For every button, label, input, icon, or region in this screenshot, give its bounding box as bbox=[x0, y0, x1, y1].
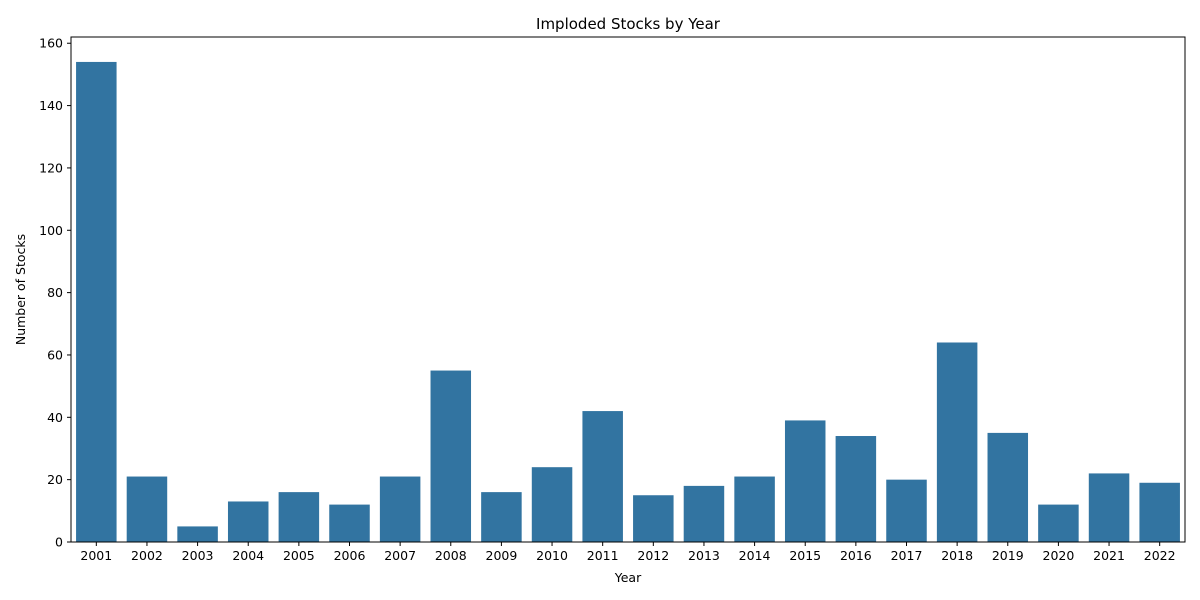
x-tick-label: 2008 bbox=[435, 548, 467, 563]
x-tick-label: 2001 bbox=[80, 548, 112, 563]
bar-2022 bbox=[1139, 482, 1180, 542]
x-tick-label: 2003 bbox=[182, 548, 214, 563]
bar-2015 bbox=[784, 420, 826, 542]
x-tick-label: 2019 bbox=[992, 548, 1024, 563]
x-tick-label: 2012 bbox=[637, 548, 669, 563]
bar-2003 bbox=[177, 526, 218, 542]
bars-group bbox=[76, 61, 1180, 543]
y-tick-label: 20 bbox=[47, 472, 63, 487]
x-tick-label: 2009 bbox=[486, 548, 518, 563]
x-tick-label: 2004 bbox=[232, 548, 264, 563]
x-tick-label: 2006 bbox=[334, 548, 366, 563]
bar-2021 bbox=[1088, 473, 1130, 542]
bar-2002 bbox=[126, 476, 168, 542]
x-tick-label: 2018 bbox=[941, 548, 973, 563]
x-tick-label: 2020 bbox=[1043, 548, 1075, 563]
bar-2004 bbox=[227, 501, 269, 542]
bar-2009 bbox=[481, 492, 522, 542]
y-tick-label: 40 bbox=[47, 410, 63, 425]
y-tick-label: 80 bbox=[47, 285, 63, 300]
bar-2013 bbox=[683, 485, 725, 542]
x-tick-label: 2021 bbox=[1093, 548, 1125, 563]
x-tick-label: 2014 bbox=[739, 548, 771, 563]
x-axis-ticks: 2001 2002 2003 2004 2005 2006 2007 2008 2009 2010… bbox=[80, 542, 1176, 563]
x-axis-title: Year bbox=[614, 570, 642, 585]
bar-2014 bbox=[734, 476, 775, 542]
x-tick-label: 2015 bbox=[789, 548, 821, 563]
plot-frame bbox=[70, 36, 1186, 543]
x-tick-label: 2005 bbox=[283, 548, 315, 563]
bar-2017 bbox=[886, 479, 927, 542]
x-tick-label: 2017 bbox=[891, 548, 923, 563]
bar-2018 bbox=[936, 342, 978, 542]
bar-2016 bbox=[835, 436, 877, 542]
chart-title: Imploded Stocks by Year bbox=[536, 15, 721, 33]
x-tick-label: 2013 bbox=[688, 548, 720, 563]
bar-2012 bbox=[633, 495, 674, 542]
x-tick-label: 2007 bbox=[384, 548, 416, 563]
y-tick-label: 100 bbox=[39, 223, 63, 238]
bar-2020 bbox=[1038, 504, 1079, 542]
y-tick-label: 140 bbox=[39, 98, 63, 113]
x-tick-label: 2010 bbox=[536, 548, 568, 563]
x-tick-label: 2011 bbox=[587, 548, 619, 563]
y-tick-label: 120 bbox=[39, 160, 63, 175]
bar-2010 bbox=[531, 467, 573, 542]
y-axis-title: Number of Stocks bbox=[13, 234, 28, 345]
bar-2006 bbox=[329, 504, 370, 542]
bar-2008 bbox=[430, 370, 472, 542]
x-tick-label: 2002 bbox=[131, 548, 163, 563]
x-tick-label: 2016 bbox=[840, 548, 872, 563]
y-tick-label: 60 bbox=[47, 347, 63, 362]
bar-2011 bbox=[582, 411, 623, 542]
bar-2007 bbox=[379, 476, 421, 542]
y-tick-label: 160 bbox=[39, 36, 63, 51]
x-tick-label: 2022 bbox=[1144, 548, 1176, 563]
bar-2001 bbox=[76, 61, 117, 543]
bar-2005 bbox=[278, 492, 320, 542]
bar-2019 bbox=[987, 432, 1029, 542]
y-tick-label: 0 bbox=[55, 535, 63, 550]
y-axis-ticks: 0 20 40 60 80 100 120 140 160 bbox=[39, 36, 71, 550]
